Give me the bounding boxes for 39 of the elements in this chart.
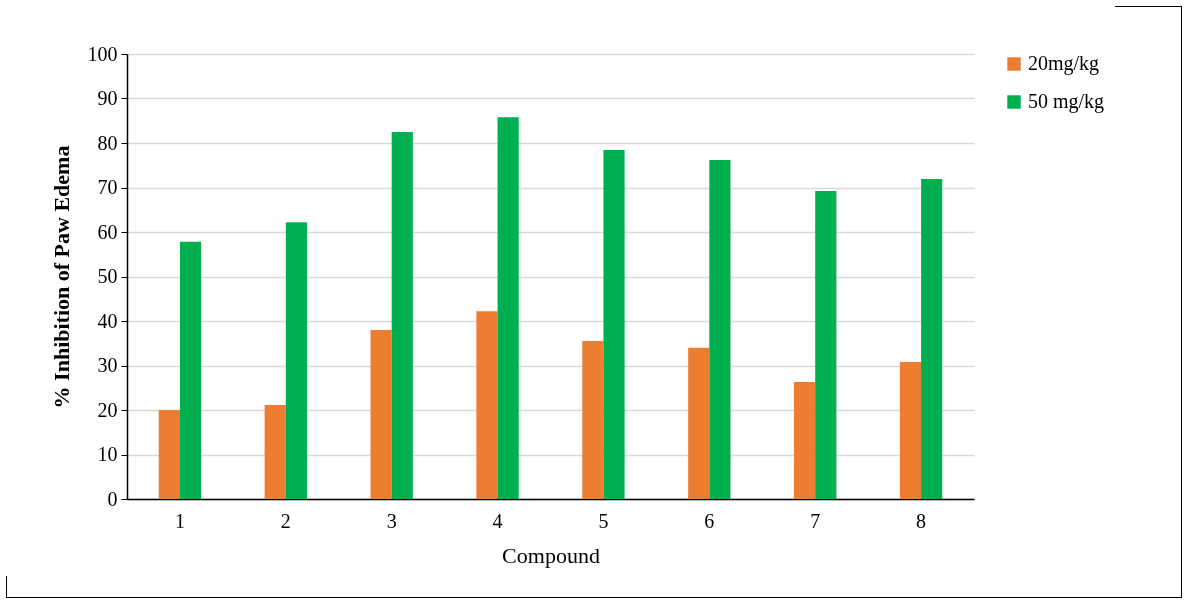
y-tick-label: 70: [97, 176, 118, 198]
x-tick-label: 2: [280, 509, 291, 532]
y-tick-label: 50: [97, 265, 118, 287]
x-axis-title: Compound: [502, 542, 600, 568]
bar: [179, 241, 202, 499]
bar: [476, 311, 498, 499]
y-tick-label: 20: [97, 398, 118, 421]
bar: [709, 159, 731, 499]
bar: [603, 150, 625, 499]
x-tick-label: 8: [916, 509, 927, 532]
y-tick-label: 10: [97, 443, 118, 465]
y-tick-label: 40: [97, 309, 118, 332]
legend-label: 50 mg/kg: [1028, 90, 1105, 113]
bar: [370, 329, 392, 499]
x-tick-label: 4: [492, 509, 503, 532]
x-tick-label: 5: [598, 509, 609, 532]
y-tick-label: 100: [87, 42, 118, 65]
x-tick-label: 7: [810, 509, 821, 532]
legend-label: 20mg/kg: [1028, 52, 1100, 75]
x-tick-label: 6: [704, 509, 715, 532]
y-tick-label: 30: [97, 354, 118, 376]
bar: [497, 117, 519, 499]
x-tick-label: 3: [386, 509, 397, 532]
bar: [391, 131, 413, 499]
bar: [264, 405, 286, 499]
bar: [794, 381, 816, 499]
x-tick-label: 1: [174, 509, 185, 532]
y-axis-title: % Inhibition of Paw Edema: [48, 145, 74, 409]
bar: [582, 341, 604, 499]
bar: [815, 191, 837, 499]
y-tick-label: 80: [97, 131, 118, 154]
bar: [899, 361, 922, 499]
y-tick-label: 0: [107, 487, 118, 510]
bar: [158, 410, 180, 499]
bar: [921, 179, 943, 499]
y-tick-label: 90: [97, 87, 118, 109]
y-tick-label: 60: [97, 220, 118, 243]
bar: [285, 222, 307, 499]
bar: [688, 347, 710, 499]
